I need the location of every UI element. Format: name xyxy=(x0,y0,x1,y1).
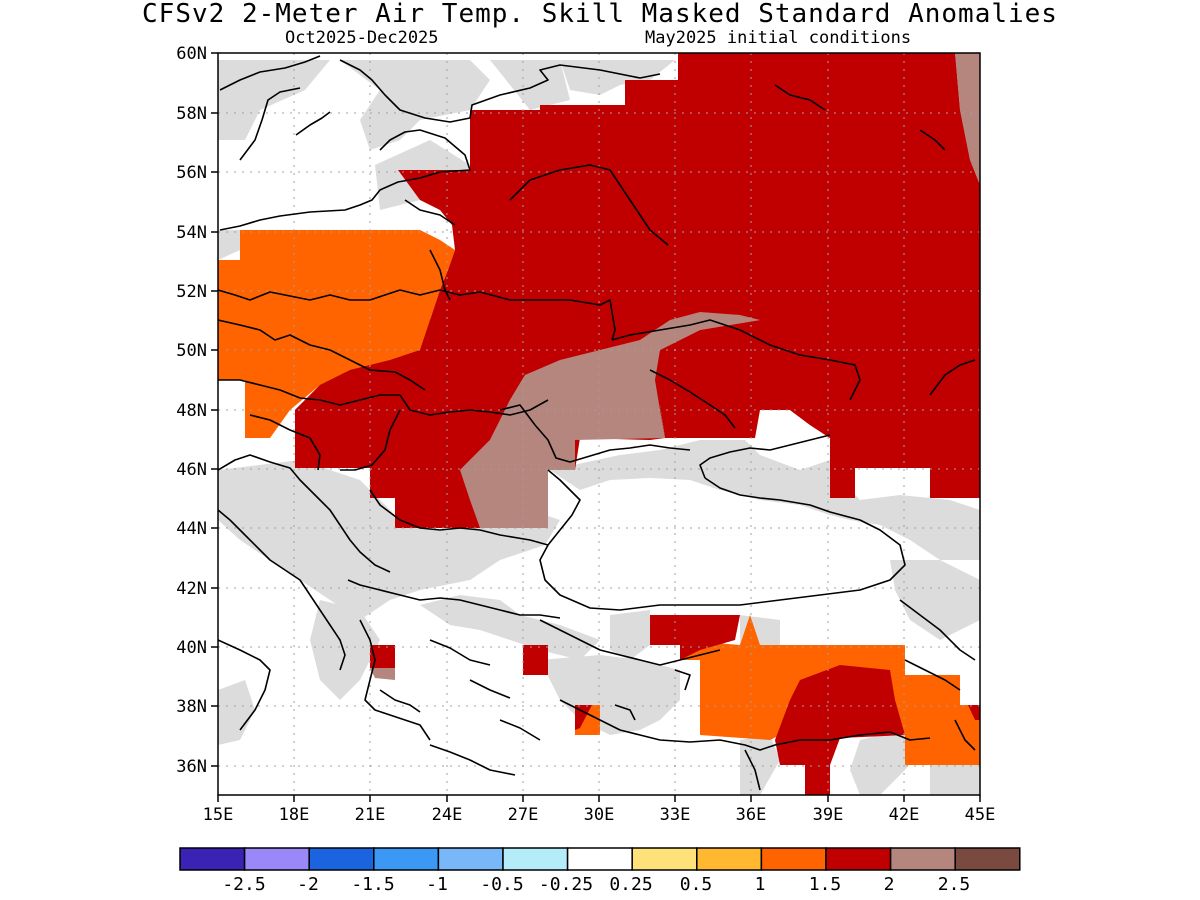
x-tick-label: 21E xyxy=(355,805,386,825)
y-tick-label: 48N xyxy=(176,401,207,421)
y-tick-label: 42N xyxy=(176,579,207,599)
colorbar-label: 1.5 xyxy=(809,874,842,895)
coastlines-borders xyxy=(218,55,976,791)
initial-conditions: May2025 initial conditions xyxy=(645,28,912,48)
colorbar-swatch xyxy=(502,847,569,871)
y-tick-label: 36N xyxy=(176,757,207,777)
colorbar-label: -1 xyxy=(426,874,448,895)
x-tick-label: 45E xyxy=(965,805,996,825)
colorbar-swatch xyxy=(373,847,440,871)
map-title: CFSv2 2-Meter Air Temp. Skill Masked Sta… xyxy=(142,0,1058,29)
x-tick-label: 30E xyxy=(584,805,615,825)
colorbar-label: -1.5 xyxy=(351,874,394,895)
colorbar-label: -2 xyxy=(297,874,319,895)
y-tick-label: 50N xyxy=(176,341,207,361)
colorbar-swatch xyxy=(243,847,310,871)
colorbar: -2.5 -2 -1.5 -1 -0.5 -0.25 0.25 0.5 1 1.… xyxy=(179,847,1021,895)
forecast-period: Oct2025-Dec2025 xyxy=(285,28,439,48)
y-tick-label: 52N xyxy=(176,282,207,302)
x-tick-label: 33E xyxy=(660,805,691,825)
x-tick-label: 18E xyxy=(279,805,310,825)
y-tick-label: 40N xyxy=(176,638,207,658)
x-tick-label: 39E xyxy=(813,805,844,825)
colorbar-label: 2.5 xyxy=(938,874,971,895)
map-area xyxy=(218,53,980,795)
colorbar-label: -0.5 xyxy=(480,874,523,895)
y-tick-label: 60N xyxy=(176,44,207,64)
anomaly-brown-regions xyxy=(370,53,980,680)
x-tick-label: 15E xyxy=(203,805,234,825)
y-tick-label: 38N xyxy=(176,697,207,717)
colorbar-swatch xyxy=(179,847,246,871)
colorbar-swatch xyxy=(696,847,763,871)
colorbar-label: -0.25 xyxy=(539,874,593,895)
colorbar-labels: -2.5 -2 -1.5 -1 -0.5 -0.25 0.25 0.5 1 1.… xyxy=(222,874,970,895)
colorbar-label: 1 xyxy=(755,874,766,895)
colorbar-swatch xyxy=(889,847,956,871)
colorbar-swatch xyxy=(308,847,375,871)
x-tick-label: 36E xyxy=(736,805,767,825)
colorbar-swatch xyxy=(825,847,892,871)
x-axis-labels: 15E 18E 21E 24E 27E 30E 33E 36E 39E 42E … xyxy=(203,805,996,825)
y-tick-label: 56N xyxy=(176,163,207,183)
colorbar-label: 0.5 xyxy=(680,874,713,895)
colorbar-boxes xyxy=(179,847,1021,871)
y-tick-label: 54N xyxy=(176,223,207,243)
y-tick-label: 46N xyxy=(176,460,207,480)
y-axis-labels: 60N 58N 56N 54N 52N 50N 48N 46N 44N 42N … xyxy=(176,44,207,777)
colorbar-label: 0.25 xyxy=(609,874,652,895)
y-tick-label: 44N xyxy=(176,519,207,539)
x-tick-label: 24E xyxy=(432,805,463,825)
colorbar-swatch xyxy=(566,847,633,871)
colorbar-swatch xyxy=(760,847,827,871)
colorbar-swatch xyxy=(631,847,698,871)
colorbar-swatch xyxy=(437,847,504,871)
y-tick-label: 58N xyxy=(176,104,207,124)
x-tick-label: 27E xyxy=(508,805,539,825)
colorbar-label: -2.5 xyxy=(222,874,265,895)
x-tick-label: 42E xyxy=(889,805,920,825)
colorbar-label: 2 xyxy=(884,874,895,895)
colorbar-swatch xyxy=(954,847,1021,871)
axis-ticks xyxy=(211,52,981,802)
